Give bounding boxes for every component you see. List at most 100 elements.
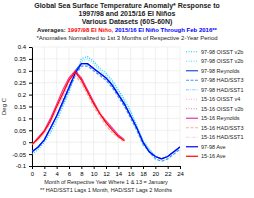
legend-swatch bbox=[186, 80, 198, 81]
legend-item: 97-98 OISST v2b bbox=[186, 58, 243, 64]
legend-label: 15-16 Reynolds bbox=[201, 115, 240, 121]
tick-mark bbox=[57, 166, 58, 169]
lines bbox=[32, 57, 180, 162]
legend-swatch bbox=[186, 127, 198, 128]
tick: 6 bbox=[68, 166, 72, 177]
tick: 0.2 bbox=[18, 92, 32, 98]
legend-swatch bbox=[186, 70, 198, 71]
tick-mark bbox=[29, 83, 32, 84]
x-axis: 024681012141618202224 bbox=[31, 166, 185, 177]
tick: 20 bbox=[152, 166, 159, 177]
tick-label: 20 bbox=[152, 171, 159, 177]
tick-label: 12 bbox=[103, 171, 110, 177]
legend-swatch bbox=[186, 137, 198, 138]
tick: 0.3 bbox=[18, 68, 32, 74]
tick-mark bbox=[29, 59, 32, 60]
legend-item: 15-16 Ave bbox=[186, 153, 226, 159]
tick-label: 0.05 bbox=[14, 128, 26, 134]
tick-mark bbox=[29, 130, 32, 131]
tick: 0.4 bbox=[18, 44, 32, 50]
legend-item: 97-98 Reynolds bbox=[186, 68, 240, 74]
tick-mark bbox=[168, 166, 169, 169]
legend-item: 15-16 HAD/SST1 bbox=[186, 134, 244, 140]
x-axis-label: Month of Respective Year Where 1 & 13 = … bbox=[44, 179, 168, 185]
legend-label: 97-98 HAD/SST3 bbox=[201, 77, 244, 83]
tick: 18 bbox=[140, 166, 147, 177]
legend-item: 15-16 OISST v4 bbox=[186, 96, 240, 102]
series-line bbox=[32, 71, 125, 145]
tick: -0.05 bbox=[12, 152, 32, 158]
tick-label: 14 bbox=[115, 171, 122, 177]
legend-item: 97-98 HAD/SST3 bbox=[186, 77, 244, 83]
legend-label: 97-98 HAD/SST1 bbox=[201, 87, 244, 93]
grid bbox=[32, 47, 180, 166]
legend-item: 97-98 HAD/SST1 bbox=[186, 87, 244, 93]
tick-mark bbox=[143, 166, 144, 169]
plot: 024681012141618202224-0.1-0.0500.050.10.… bbox=[12, 44, 184, 177]
tick-mark bbox=[94, 166, 95, 169]
legend-label: 15-16 OISST v4 bbox=[201, 96, 240, 102]
tick-label: 0.15 bbox=[14, 104, 26, 110]
subtitle: *Anomalies Normalized to 1st 3 Months of… bbox=[36, 35, 217, 41]
tick-mark bbox=[29, 71, 32, 72]
annotation-part: Averages: bbox=[37, 27, 67, 33]
tick: 2 bbox=[43, 166, 47, 177]
tick: 0.35 bbox=[14, 56, 32, 62]
tick-mark bbox=[118, 166, 119, 169]
legend-item: 15-16 OISST v2b bbox=[186, 106, 243, 112]
tick-label: 22 bbox=[165, 171, 172, 177]
tick-mark bbox=[29, 142, 32, 143]
legend-label: 97-98 OISST v2b bbox=[201, 58, 243, 64]
tick-mark bbox=[155, 166, 156, 169]
tick: 0 bbox=[23, 140, 32, 146]
tick-mark bbox=[29, 47, 32, 48]
grid-line bbox=[69, 47, 70, 166]
grid-line bbox=[130, 47, 131, 166]
tick-mark bbox=[29, 166, 32, 167]
series-line bbox=[32, 66, 180, 161]
legend-label: 15-16 Ave bbox=[201, 153, 226, 159]
tick-label: 0 bbox=[23, 140, 27, 146]
tick-label: 0.35 bbox=[14, 56, 26, 62]
tick: 0.15 bbox=[14, 104, 32, 110]
series-line bbox=[32, 59, 180, 159]
tick: 4 bbox=[55, 166, 59, 177]
series-line bbox=[32, 64, 180, 159]
tick-label: 0.1 bbox=[18, 116, 27, 122]
grid-line bbox=[143, 47, 144, 166]
series-line bbox=[32, 57, 180, 159]
tick-mark bbox=[131, 166, 132, 169]
grid-line bbox=[106, 47, 107, 166]
annotation-part: 2015/16 El Niño Through Feb 2016** bbox=[115, 27, 218, 33]
tick-label: 0 bbox=[31, 171, 35, 177]
tick-label: 0.4 bbox=[18, 44, 27, 50]
tick: 24 bbox=[177, 166, 184, 177]
tick-mark bbox=[69, 166, 70, 169]
tick: 0 bbox=[31, 166, 35, 177]
grid-line bbox=[167, 47, 168, 166]
grid-line bbox=[155, 47, 156, 166]
tick: 12 bbox=[103, 166, 110, 177]
annotation: Averages: 1997/98 El Niño, 2015/16 El Ni… bbox=[37, 27, 218, 33]
tick-label: 10 bbox=[91, 171, 98, 177]
tick: 16 bbox=[128, 166, 135, 177]
tick-label: 8 bbox=[80, 171, 84, 177]
legend-label: 97-98 OISST v2b bbox=[201, 49, 243, 55]
tick-label: 4 bbox=[55, 171, 59, 177]
tick: 0.25 bbox=[14, 80, 32, 86]
tick: 22 bbox=[165, 166, 172, 177]
legend-label: 15-16 OISST v2b bbox=[201, 106, 243, 112]
legend-swatch bbox=[186, 156, 198, 157]
title: 1997/98 and 2015/16 El Niños bbox=[79, 10, 176, 17]
tick-mark bbox=[29, 107, 32, 108]
tick-mark bbox=[106, 166, 107, 169]
tick: 0.05 bbox=[14, 128, 32, 134]
series-line bbox=[32, 64, 180, 159]
y-axis-label: Deg C bbox=[1, 97, 7, 115]
y-axis: -0.1-0.0500.050.10.150.20.250.30.350.4 bbox=[12, 44, 32, 169]
tick: 14 bbox=[115, 166, 122, 177]
tick: 10 bbox=[91, 166, 98, 177]
tick-label: 0.25 bbox=[14, 80, 26, 86]
tick-label: -0.05 bbox=[12, 152, 26, 158]
legend-swatch bbox=[186, 61, 198, 62]
